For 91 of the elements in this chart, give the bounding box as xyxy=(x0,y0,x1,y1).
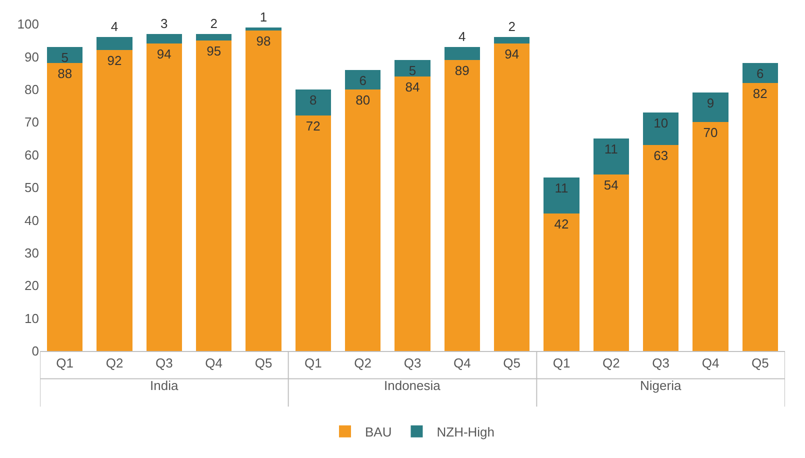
bar xyxy=(692,92,728,122)
y-tick-label: 60 xyxy=(24,147,39,162)
data-label: 72 xyxy=(306,118,320,134)
x-tick-label: Q5 xyxy=(503,356,520,371)
y-tick-label: 20 xyxy=(24,278,39,294)
bar xyxy=(692,122,728,351)
data-label: 2 xyxy=(508,19,516,34)
y-tick-label: 100 xyxy=(17,16,39,32)
x-tick-label: Q4 xyxy=(205,356,222,371)
data-label: 89 xyxy=(454,62,470,78)
text: Indonesia xyxy=(384,378,442,393)
data-label: 94 xyxy=(156,46,172,62)
bar xyxy=(593,138,630,174)
bar xyxy=(494,37,530,44)
bar xyxy=(96,37,132,50)
data-label: 4 xyxy=(110,19,118,34)
bar xyxy=(196,34,232,40)
bar xyxy=(295,116,332,351)
data-label: 11 xyxy=(604,141,618,156)
bar xyxy=(146,34,182,44)
x-tick-label: Q3 xyxy=(404,356,422,371)
x-tick-label: Q2 xyxy=(602,356,620,371)
data-label: 4 xyxy=(458,28,466,44)
bar xyxy=(742,82,778,351)
y-tick-label: 10 xyxy=(24,310,39,326)
x-tick-label: Q4 xyxy=(702,356,720,371)
y-tick-label: 0 xyxy=(32,344,39,359)
bar xyxy=(344,70,381,90)
data-label: 5 xyxy=(408,62,416,78)
data-label: 92 xyxy=(107,53,122,68)
data-label: 82 xyxy=(752,86,768,101)
data-label: 84 xyxy=(405,79,420,94)
data-label: 6 xyxy=(359,72,366,88)
text: India xyxy=(150,378,179,393)
data-label: 94 xyxy=(504,46,520,62)
bar xyxy=(394,76,430,351)
data-label: 80 xyxy=(356,92,370,108)
bar xyxy=(642,112,679,145)
x-tick-label: Q1 xyxy=(552,356,570,371)
bar xyxy=(494,44,530,351)
y-tick-label: 30 xyxy=(24,245,39,260)
x-tick-label: Q2 xyxy=(354,356,372,371)
text: Nigeria xyxy=(640,378,682,393)
bar xyxy=(742,63,778,83)
y-tick-label: 80 xyxy=(24,82,39,97)
bar xyxy=(46,63,83,351)
data-label: 5 xyxy=(61,50,68,65)
x-tick-label: Q5 xyxy=(752,356,769,371)
legend-label: NZH-High xyxy=(436,424,495,440)
data-label: 3 xyxy=(160,16,168,31)
bar xyxy=(394,60,430,76)
y-tick-label: 70 xyxy=(24,114,39,130)
bar xyxy=(544,214,580,351)
x-tick-label: Q1 xyxy=(56,356,74,371)
data-label: 2 xyxy=(210,16,218,31)
data-label: 1 xyxy=(260,9,268,24)
x-tick-label: Q2 xyxy=(106,356,124,371)
data-label: 98 xyxy=(256,34,271,49)
data-label: 63 xyxy=(654,148,668,163)
data-label: 6 xyxy=(756,66,764,82)
data-label: 8 xyxy=(310,92,317,108)
bar xyxy=(196,40,232,351)
x-tick-label: Q4 xyxy=(454,356,471,371)
bar xyxy=(246,27,282,31)
x-tick-label: Q3 xyxy=(156,356,173,371)
data-label: 11 xyxy=(554,180,568,196)
bar xyxy=(642,144,679,351)
data-label: 42 xyxy=(554,216,569,232)
bar xyxy=(593,174,630,351)
bar xyxy=(444,46,480,60)
bar xyxy=(146,44,182,351)
bar xyxy=(96,50,132,351)
x-tick-label: Q3 xyxy=(652,356,670,371)
bar xyxy=(295,89,332,116)
data-label: 10 xyxy=(654,115,668,130)
x-tick-label: Q5 xyxy=(254,356,272,371)
y-tick-label: 90 xyxy=(24,49,39,64)
y-tick-label: 40 xyxy=(24,212,39,228)
y-tick-label: 50 xyxy=(24,180,39,196)
bar xyxy=(246,30,282,351)
bar xyxy=(46,46,83,64)
data-label: 70 xyxy=(703,125,718,140)
bar xyxy=(544,178,580,214)
legend-label: BAU xyxy=(365,424,392,440)
bar xyxy=(444,60,480,351)
data-label: 88 xyxy=(58,66,72,82)
data-label: 9 xyxy=(706,96,714,111)
data-label: 54 xyxy=(604,177,618,192)
data-label: 95 xyxy=(206,43,222,58)
bar xyxy=(344,89,381,351)
x-tick-label: Q1 xyxy=(304,356,322,371)
